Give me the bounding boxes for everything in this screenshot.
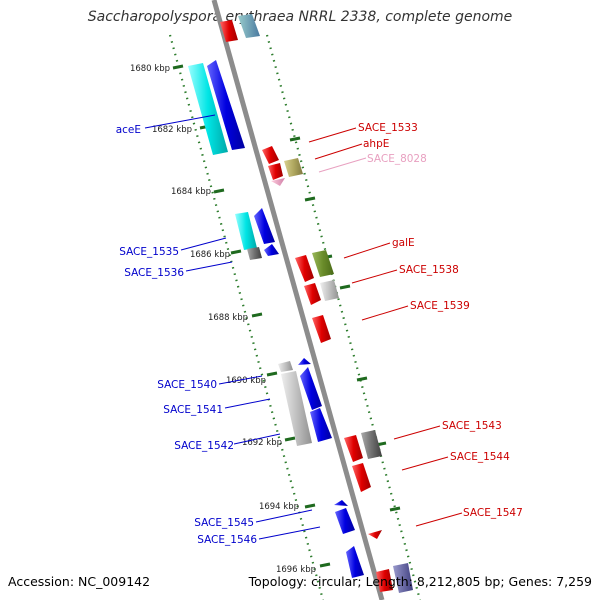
gene-labels-left: aceE SACE_1535 SACE_1536 SACE_1540 SACE_… [116,124,258,546]
gene-label-sace1543[interactable]: SACE_1543 [442,420,502,432]
scale-label-1690: 1690 kbp [226,376,266,386]
gene-sace1547-red[interactable] [368,530,382,539]
gene-label-sace1545[interactable]: SACE_1545 [194,517,254,529]
gene-sace1540-gray[interactable] [278,361,293,372]
leader-lines-right [308,127,463,527]
scale-label-1680: 1680 kbp [130,64,170,74]
gene-sace1542-blue[interactable] [310,408,332,442]
genome-backbone [211,0,385,600]
scale-label-1688: 1688 kbp [208,313,248,323]
gene-label-sace1533[interactable]: SACE_1533 [358,122,418,134]
gene-acee-cyan[interactable] [188,63,228,155]
gene-label-gale[interactable]: galE [392,237,415,249]
gene-sace1538-red[interactable] [304,283,321,305]
gene-ahpe-red[interactable] [268,163,283,180]
gene-sace1536-blue[interactable] [264,244,279,256]
gene-label-sace1539[interactable]: SACE_1539 [410,300,470,312]
gene-top-red[interactable] [220,20,238,42]
gene-sace1545-blue[interactable] [334,500,348,506]
gene-gale-red[interactable] [295,255,314,282]
gene-label-sace1538[interactable]: SACE_1538 [399,264,459,276]
gene-sace1538-gray[interactable] [320,280,339,301]
map-title: Saccharopolyspora erythraea NRRL 2338, c… [87,9,513,25]
gene-gale-green[interactable] [312,250,334,277]
gene-sace1535-blue[interactable] [254,208,275,244]
accession-text: Accession: NC_009142 [8,574,151,589]
gene-sace8028-pink[interactable] [271,178,285,186]
leader-lines-left [144,114,321,540]
ruler-ticks [172,26,401,568]
gene-sace1535-cyan[interactable] [235,212,257,250]
gene-ahpe-olive[interactable] [284,158,303,177]
gene-acee-blue[interactable] [207,60,245,150]
gene-sace1540-blue[interactable] [298,358,311,365]
gene-sace1539-red[interactable] [312,315,331,343]
gene-label-sace1535[interactable]: SACE_1535 [119,246,179,258]
gene-label-sace1536[interactable]: SACE_1536 [124,267,184,279]
gene-labels-right: SACE_1533 ahpE SACE_8028 galE SACE_1538 … [358,122,523,519]
gene-label-ahpe[interactable]: ahpE [363,138,389,150]
summary-text: Topology: circular; Length: 8,212,805 bp… [248,574,592,589]
gene-label-acee[interactable]: aceE [116,124,141,136]
scale-label-1686: 1686 kbp [190,250,230,260]
gene-sace1546-blue[interactable] [335,508,355,534]
scale-label-1694: 1694 kbp [259,502,299,512]
genes-reverse-strand [188,20,364,578]
gene-top-steel[interactable] [238,14,260,38]
genes-forward-strand [238,14,413,593]
gene-label-sace1544[interactable]: SACE_1544 [450,451,510,463]
gene-label-sace1547[interactable]: SACE_1547 [463,507,523,519]
ruler-left [168,34,325,600]
gene-sace1536-darkgray[interactable] [247,247,262,260]
scale-label-1696: 1696 kbp [276,565,316,575]
scale-label-1692: 1692 kbp [242,438,282,448]
gene-label-sace1540[interactable]: SACE_1540 [157,379,217,391]
gene-sace1541-blue[interactable] [300,367,322,410]
gene-label-sace1542[interactable]: SACE_1542 [174,440,234,452]
gene-label-sace1546[interactable]: SACE_1546 [197,534,257,546]
scale-label-1682: 1682 kbp [152,125,192,135]
scale-label-1684: 1684 kbp [171,187,211,197]
gene-sace1543-red[interactable] [344,435,363,462]
gene-label-sace8028[interactable]: SACE_8028 [367,153,427,165]
gene-bottom-purple[interactable] [393,563,413,593]
gene-sace1543-darkgray[interactable] [361,430,382,459]
gene-bottom-blue[interactable] [346,546,364,578]
gene-label-sace1541[interactable]: SACE_1541 [163,404,223,416]
gene-sace1544-red[interactable] [352,463,371,492]
gene-sace1533-red[interactable] [262,146,279,164]
gene-bottom-red[interactable] [376,569,393,592]
scale-labels: 1680 kbp 1682 kbp 1684 kbp 1686 kbp 1688… [130,64,316,575]
ruler-right [265,34,422,600]
gene-sace1541-gray[interactable] [281,371,312,446]
